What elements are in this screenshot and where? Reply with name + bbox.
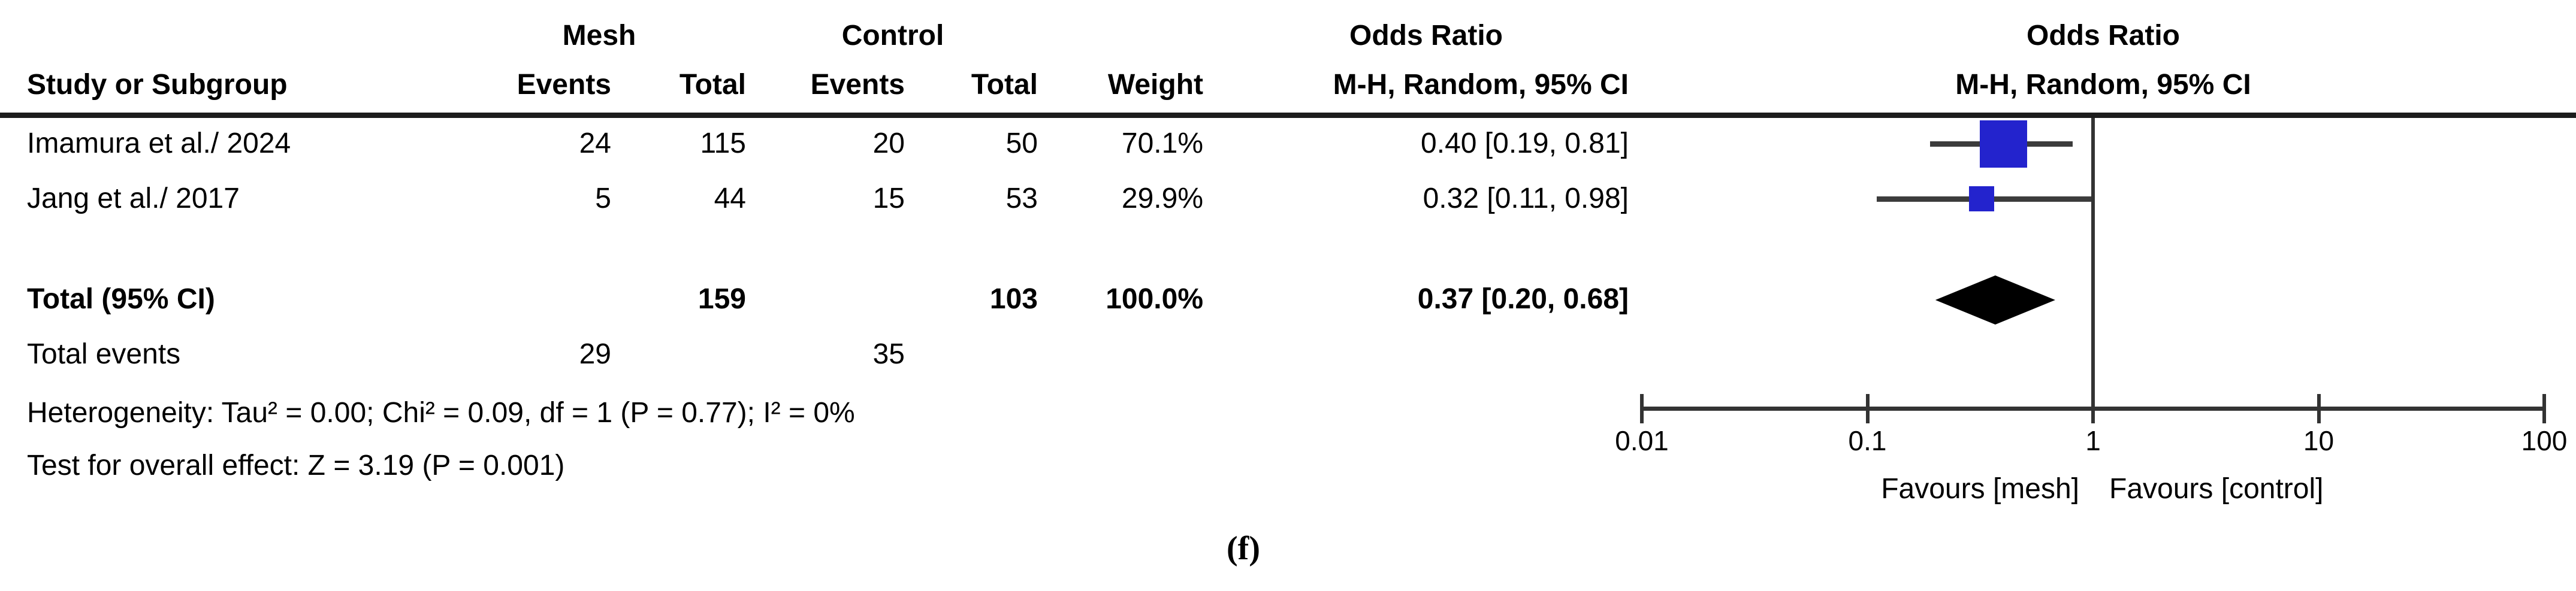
or-ci-text: 0.32 [0.11, 0.98]: [1423, 183, 1629, 214]
weight: 70.1%: [1121, 128, 1203, 159]
mesh-events: 5: [595, 183, 611, 214]
total-label: Total (95% CI): [27, 283, 215, 315]
weight: 29.9%: [1121, 183, 1203, 214]
x-axis-tick-label: 0.1: [1848, 425, 1887, 456]
x-axis-tick-label: 100: [2521, 425, 2568, 456]
x-axis-tick-label: 10: [2303, 425, 2335, 456]
heterogeneity-text: Heterogeneity: Tau² = 0.00; Chi² = 0.09,…: [27, 397, 855, 429]
overall-effect-text: Test for overall effect: Z = 3.19 (P = 0…: [27, 450, 565, 481]
ctrl-total: 50: [1005, 128, 1038, 159]
study-name: Jang et al./ 2017: [27, 183, 240, 214]
ctrl-total: 53: [1005, 183, 1038, 214]
total-ctrl-total: 103: [989, 283, 1038, 315]
x-axis-tick-label: 1: [2085, 425, 2101, 456]
mesh-events: 24: [579, 128, 611, 159]
x-axis-tick: [2542, 394, 2546, 423]
total-mesh-total: 159: [697, 283, 746, 315]
header-study: Study or Subgroup: [27, 69, 288, 101]
or-point-square: [1968, 186, 1994, 211]
x-axis-tick: [1865, 394, 1870, 423]
total-or-ci: 0.37 [0.20, 0.68]: [1417, 283, 1629, 315]
header-weight: Weight: [1107, 69, 1203, 101]
header-mesh-events: Events: [517, 69, 611, 101]
x-axis-tick-label: 0.01: [1615, 425, 1669, 456]
header-ctrl-events: Events: [810, 69, 905, 101]
summary-diamond: [1935, 275, 2055, 325]
total-events-ctrl: 35: [872, 338, 905, 370]
header-ctrl-total: Total: [971, 69, 1038, 101]
header-or-ci: M-H, Random, 95% CI: [1333, 69, 1629, 101]
total-events-label: Total events: [27, 338, 181, 370]
x-axis-tick: [2091, 394, 2095, 423]
or-point-square: [1979, 120, 2027, 168]
ctrl-events: 15: [872, 183, 905, 214]
header-plot-column-title: Odds Ratio: [2026, 20, 2181, 51]
favours-right-label: Favours [control]: [2109, 473, 2324, 505]
mesh-total: 44: [714, 183, 746, 214]
header-plot-or-ci: M-H, Random, 95% CI: [1955, 69, 2251, 101]
figure-panel-label: (f): [1227, 530, 1260, 567]
header-rule: [0, 113, 2576, 118]
x-axis-tick: [2317, 394, 2321, 423]
or-ci-text: 0.40 [0.19, 0.81]: [1421, 128, 1629, 159]
ctrl-events: 20: [872, 128, 905, 159]
header-mesh-total: Total: [679, 69, 746, 101]
total-events-mesh: 29: [579, 338, 611, 370]
header-group-control: Control: [841, 20, 944, 51]
header-or-column-title: Odds Ratio: [1349, 20, 1503, 51]
null-effect-line: [2091, 118, 2095, 410]
mesh-total: 115: [700, 128, 746, 159]
x-axis-tick: [1640, 394, 1644, 423]
study-name: Imamura et al./ 2024: [27, 128, 291, 159]
total-weight: 100.0%: [1106, 283, 1203, 315]
favours-left-label: Favours [mesh]: [1881, 473, 2079, 505]
header-group-mesh: Mesh: [562, 20, 636, 51]
